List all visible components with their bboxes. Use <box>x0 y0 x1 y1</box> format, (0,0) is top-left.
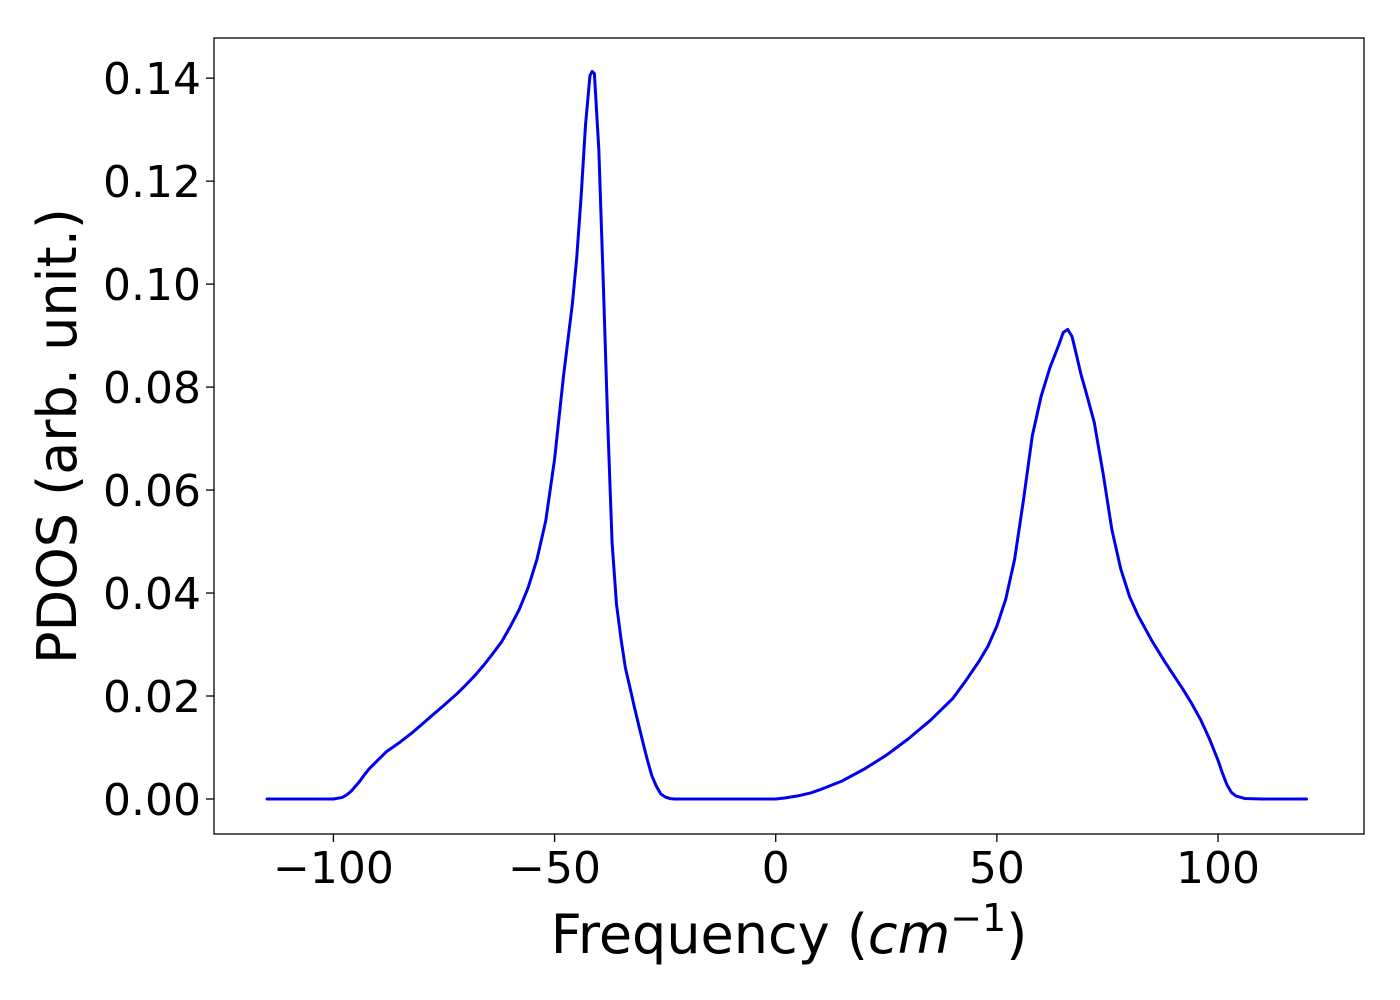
y-tick-label: 0.12 <box>103 157 201 208</box>
x-axis-label: Frequency (cm−1) <box>551 896 1028 966</box>
x-axis: −100 −50 0 50 100 <box>273 834 1260 894</box>
x-axis-label-suffix: ) <box>1006 903 1027 966</box>
y-tick-label: 0.10 <box>103 260 201 311</box>
y-tick-label: 0.00 <box>103 775 201 826</box>
y-tick-label: 0.04 <box>103 569 201 620</box>
x-tick-label: 100 <box>1176 843 1260 894</box>
x-axis-label-exponent: −1 <box>950 896 1006 940</box>
plot-frame <box>213 37 1365 835</box>
x-axis-label-math: cm <box>868 903 950 966</box>
x-tick-label: −50 <box>508 843 601 894</box>
y-tick-label: 0.08 <box>103 363 201 414</box>
x-tick-label: −100 <box>273 843 394 894</box>
x-tick-label: 0 <box>762 843 790 894</box>
x-tick-label: 50 <box>969 843 1025 894</box>
y-tick-label: 0.02 <box>103 672 201 723</box>
y-axis-label: PDOS (arb. unit.) <box>26 208 89 664</box>
plot-area <box>265 69 1308 801</box>
y-tick-label: 0.14 <box>103 54 201 105</box>
series-line <box>265 69 1308 801</box>
x-axis-label-prefix: Frequency ( <box>551 903 868 966</box>
y-tick-label: 0.06 <box>103 466 201 517</box>
y-axis: 0.00 0.02 0.04 0.06 0.08 0.10 0.12 0.14 <box>103 54 214 826</box>
